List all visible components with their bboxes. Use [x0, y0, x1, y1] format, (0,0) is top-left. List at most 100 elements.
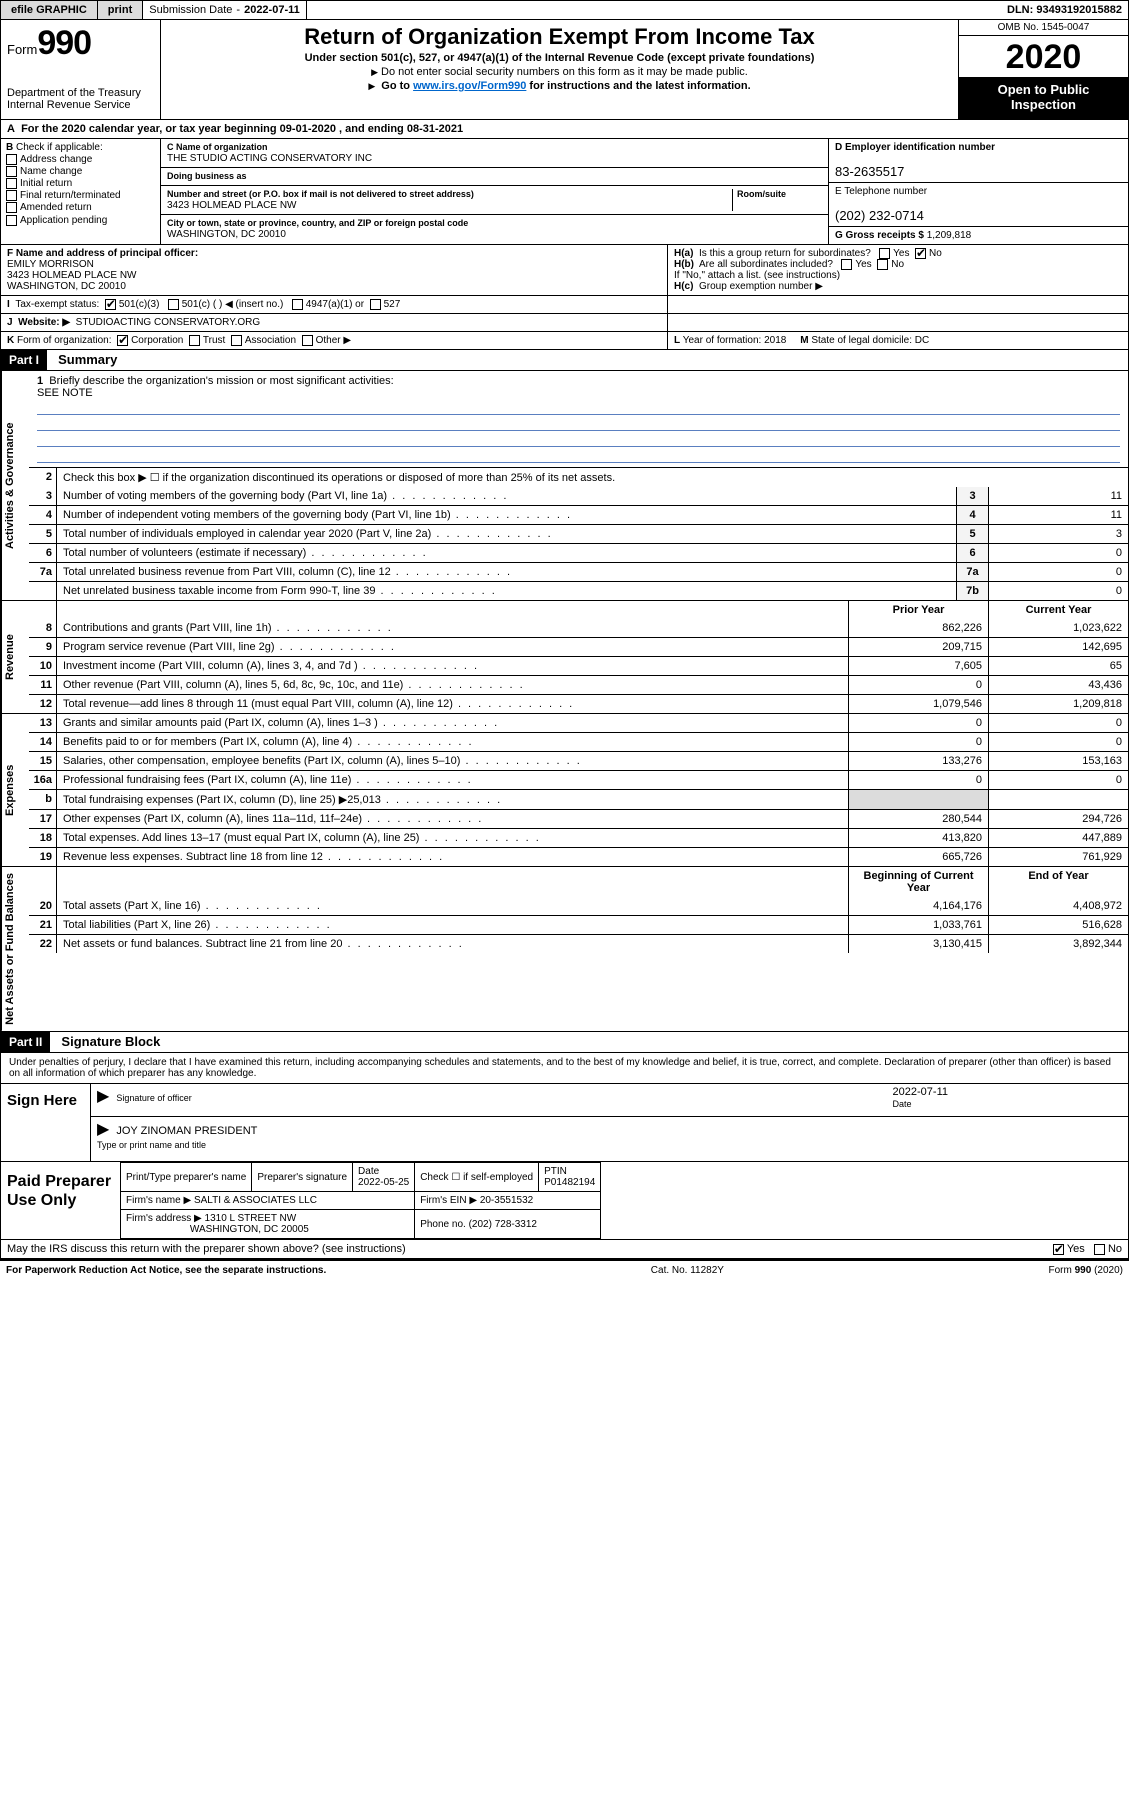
table-row: 10Investment income (Part VIII, column (…: [29, 656, 1128, 675]
prep-hdr-sig: Preparer's signature: [252, 1163, 353, 1192]
website-value: STUDIOACTING CONSERVATORY.ORG: [76, 317, 260, 328]
city-value: WASHINGTON, DC 20010: [167, 229, 286, 240]
paid-preparer: Paid Preparer Use Only Print/Type prepar…: [1, 1161, 1128, 1239]
row-J: J Website: ▶ STUDIOACTING CONSERVATORY.O…: [0, 314, 1129, 332]
section-netassets: Net Assets or Fund Balances Beginning of…: [0, 867, 1129, 1032]
col-begin-year: Beginning of Current Year: [848, 867, 988, 897]
table-row: 9Program service revenue (Part VIII, lin…: [29, 637, 1128, 656]
paid-preparer-label: Paid Preparer Use Only: [1, 1162, 121, 1239]
section-revenue: Revenue Prior Year Current Year 8Contrib…: [0, 601, 1129, 714]
firm-phone: (202) 728-3312: [469, 1219, 537, 1230]
footer-right: Form 990 (2020): [1049, 1265, 1123, 1276]
form-title: Return of Organization Exempt From Incom…: [171, 24, 948, 50]
phone-label: E Telephone number: [835, 186, 927, 197]
table-row: 16aProfessional fundraising fees (Part I…: [29, 770, 1128, 789]
chk-address-change[interactable]: Address change: [6, 154, 155, 165]
row-F-H: F Name and address of principal officer:…: [0, 245, 1129, 296]
form-header: Form990 Department of the Treasury Inter…: [0, 20, 1129, 120]
chk-trust[interactable]: [189, 335, 200, 346]
sig-officer-caption: Signature of officer: [116, 1093, 191, 1103]
footer-catno: Cat. No. 11282Y: [651, 1265, 724, 1276]
table-row: 12Total revenue—add lines 8 through 11 (…: [29, 694, 1128, 713]
sig-date-caption: Date: [893, 1099, 912, 1109]
discuss-no[interactable]: [1094, 1244, 1105, 1255]
addr-label: Number and street (or P.O. box if mail i…: [167, 189, 474, 199]
street-address: 3423 HOLMEAD PLACE NW: [167, 200, 297, 211]
table-row: 19Revenue less expenses. Subtract line 1…: [29, 847, 1128, 866]
form-word: Form: [7, 42, 37, 57]
ha-yes[interactable]: [879, 248, 890, 259]
gov-row: 6Total number of volunteers (estimate if…: [29, 543, 1128, 562]
table-row: 11Other revenue (Part VIII, column (A), …: [29, 675, 1128, 694]
header-center: Return of Organization Exempt From Incom…: [161, 20, 958, 119]
col-C: C Name of organization THE STUDIO ACTING…: [161, 139, 828, 244]
table-row: 13Grants and similar amounts paid (Part …: [29, 714, 1128, 732]
officer-caption: Type or print name and title: [97, 1140, 206, 1150]
table-row: 22Net assets or fund balances. Subtract …: [29, 934, 1128, 953]
chk-527[interactable]: [370, 299, 381, 310]
discuss-question: May the IRS discuss this return with the…: [7, 1243, 406, 1255]
org-name: THE STUDIO ACTING CONSERVATORY INC: [167, 153, 372, 164]
chk-4947[interactable]: [292, 299, 303, 310]
chk-assoc[interactable]: [231, 335, 242, 346]
chk-amended[interactable]: Amended return: [6, 202, 155, 213]
tax-year: 2020: [959, 36, 1128, 77]
prep-hdr-date: Date2022-05-25: [353, 1163, 415, 1192]
ha-no[interactable]: [915, 248, 926, 259]
hb-no[interactable]: [877, 259, 888, 270]
officer-name-title: JOY ZINOMAN PRESIDENT: [116, 1125, 257, 1137]
col-current-year: Current Year: [988, 601, 1128, 619]
submission-date-field: Submission Date - 2022-07-11: [143, 1, 307, 19]
print-button[interactable]: print: [98, 1, 143, 19]
year-formation: 2018: [764, 335, 786, 346]
part2-title: Signature Block: [53, 1032, 168, 1051]
chk-501c3[interactable]: [105, 299, 116, 310]
row-I: I Tax-exempt status: 501(c)(3) 501(c) ( …: [0, 296, 1129, 314]
table-row: 8Contributions and grants (Part VIII, li…: [29, 619, 1128, 637]
chk-501c[interactable]: [168, 299, 179, 310]
table-row: 17Other expenses (Part IX, column (A), l…: [29, 809, 1128, 828]
table-row: 20Total assets (Part X, line 16)4,164,17…: [29, 897, 1128, 915]
open-to-public: Open to PublicInspection: [959, 77, 1128, 119]
principal-officer: F Name and address of principal officer:…: [1, 245, 668, 295]
chk-name-change[interactable]: Name change: [6, 166, 155, 177]
sig-date: 2022-07-11: [893, 1086, 948, 1098]
state-domicile: DC: [915, 335, 929, 346]
col-end-year: End of Year: [988, 867, 1128, 897]
chk-final-return[interactable]: Final return/terminated: [6, 190, 155, 201]
tab-expenses: Expenses: [1, 714, 29, 866]
col-B: B Check if applicable: Address change Na…: [1, 139, 161, 244]
discuss-yes[interactable]: [1053, 1244, 1064, 1255]
table-row: 14Benefits paid to or for members (Part …: [29, 732, 1128, 751]
chk-other[interactable]: [302, 335, 313, 346]
identity-grid: B Check if applicable: Address change Na…: [0, 139, 1129, 245]
instructions-link[interactable]: www.irs.gov/Form990: [413, 80, 526, 92]
footer-left: For Paperwork Reduction Act Notice, see …: [6, 1265, 326, 1276]
header-left: Form990 Department of the Treasury Inter…: [1, 20, 161, 119]
prep-hdr-self: Check ☐ if self-employed: [415, 1163, 539, 1192]
signature-block: Under penalties of perjury, I declare th…: [0, 1053, 1129, 1260]
subtitle-1: Under section 501(c), 527, or 4947(a)(1)…: [171, 52, 948, 64]
chk-app-pending[interactable]: Application pending: [6, 215, 155, 226]
chk-initial-return[interactable]: Initial return: [6, 178, 155, 189]
firm-name: SALTI & ASSOCIATES LLC: [194, 1195, 317, 1206]
dept-irs: Internal Revenue Service: [7, 99, 154, 111]
ein-value: 83-2635517: [835, 164, 904, 179]
dln: DLN: 93493192015882: [1001, 1, 1128, 19]
chk-corp[interactable]: [117, 335, 128, 346]
preparer-table: Print/Type preparer's name Preparer's si…: [121, 1162, 601, 1239]
hb-yes[interactable]: [841, 259, 852, 270]
header-right: OMB No. 1545-0047 2020 Open to PublicIns…: [958, 20, 1128, 119]
gov-row: 5Total number of individuals employed in…: [29, 524, 1128, 543]
mission-value: SEE NOTE: [37, 387, 93, 399]
submission-date-value: 2022-07-11: [244, 4, 300, 16]
part2-header: Part II Signature Block: [0, 1032, 1129, 1053]
col-DEG: D Employer identification number 83-2635…: [828, 139, 1128, 244]
room-label: Room/suite: [737, 189, 786, 199]
efile-button[interactable]: efile GRAPHIC: [1, 1, 98, 19]
prep-hdr-ptin: PTINP01482194: [539, 1163, 601, 1192]
sign-here-row: Sign Here Signature of officer 2022-07-1…: [1, 1083, 1128, 1161]
subtitle-3: Go to www.irs.gov/Form990 for instructio…: [171, 80, 948, 92]
gross-label: G Gross receipts $: [835, 230, 924, 241]
row-KLM: K Form of organization: Corporation Trus…: [0, 332, 1129, 350]
